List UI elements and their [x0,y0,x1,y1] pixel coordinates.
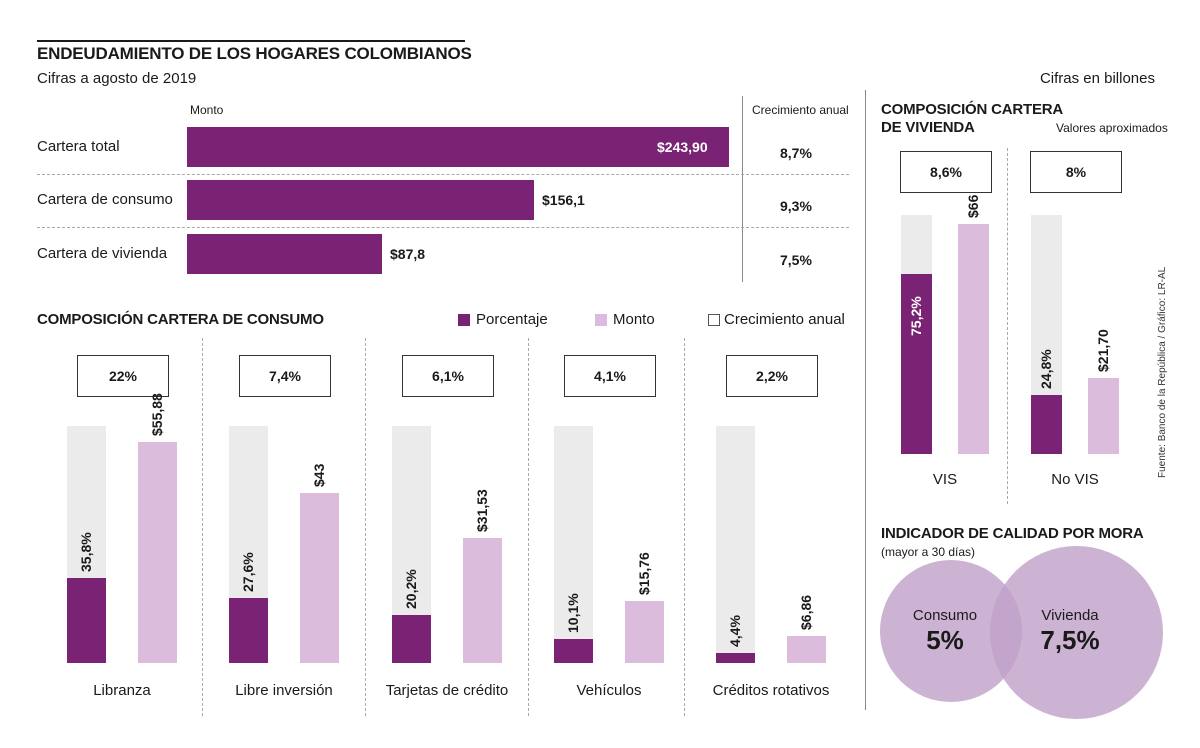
bar-label-porcentaje: 20,2% [402,569,419,609]
growth-header: Crecimiento anual [752,103,849,117]
category-divider [684,338,685,716]
bar-label-porcentaje: 24,8% [1037,349,1054,389]
category-divider [528,338,529,716]
bar-porcentaje [229,598,268,663]
legend-monto: Monto [613,311,655,328]
bar-value-label: $156,1 [542,192,585,208]
vivienda-title: COMPOSICIÓN CARTERA DE VIVIENDA [881,101,1063,136]
venn-value-consumo: 5% [926,625,964,655]
bar-monto [787,636,826,663]
category-label: Vehículos [576,682,642,699]
bar-label-monto: $31,53 [473,489,490,532]
category-label: Libre inversión [235,682,333,699]
category-divider [365,338,366,716]
venn-label-consumo: Consumo [912,607,978,624]
row-divider-1 [37,174,849,175]
bar-monto [138,442,177,663]
vivienda-divider [1007,148,1008,504]
category-label: No VIS [1051,471,1099,488]
growth-box: 4,1% [564,355,656,397]
bar-monto [1088,378,1119,454]
bar-value-label: $243,90 [657,139,708,155]
bar-porcentaje [1031,395,1062,454]
mora-subtitle: (mayor a 30 días) [881,545,976,559]
bar-porcentaje [67,578,106,663]
growth-box: 7,4% [239,355,331,397]
bar-value-label: $87,8 [390,246,426,262]
growth-value: 9,3% [780,198,812,214]
legend-crecimiento: Crecimiento anual [724,311,845,328]
bar-label-porcentaje: 27,6% [239,552,256,592]
title-rule [37,40,465,42]
bar-monto [463,538,502,663]
growth-divider [742,96,743,282]
source-note: Fuente: Banco de la República / Gráfico:… [1157,266,1168,478]
growth-box: 8% [1030,151,1122,193]
bar-label-porcentaje: 4,4% [726,615,743,647]
bar-label-monto: $66 [964,194,981,218]
bar-porcentaje [901,274,932,454]
category-label: Libranza [93,682,151,699]
venn-circle-vivienda [990,546,1163,719]
row-label: Cartera total [37,138,120,155]
chart-subtitle: Cifras a agosto de 2019 [37,70,197,87]
legend-swatch-porcentaje [458,314,470,326]
legend-swatch-monto [595,314,607,326]
growth-track [554,426,593,663]
growth-box: 22% [77,355,169,397]
vivienda-note: Valores aproximados [1056,121,1168,135]
hbar [187,127,729,167]
row-label: Cartera de consumo [37,191,173,208]
monto-header: Monto [190,103,224,117]
units-note: Cifras en billones [1039,70,1155,87]
bar-porcentaje [716,653,755,663]
row-label: Cartera de vivienda [37,245,168,262]
growth-box: 6,1% [402,355,494,397]
venn-label-vivienda: Vivienda [1041,607,1099,624]
consumo-title: COMPOSICIÓN CARTERA DE CONSUMO [37,311,324,328]
category-label: VIS [932,471,958,488]
bar-monto [300,493,339,663]
mora-title: INDICADOR DE CALIDAD POR MORA [881,525,1144,542]
bar-label-porcentaje: 35,8% [77,532,94,572]
category-divider [202,338,203,716]
growth-value: 7,5% [780,252,812,268]
growth-box: 8,6% [900,151,992,193]
bar-label-porcentaje: 75,2% [907,296,924,336]
bar-label-monto: $6,86 [797,594,814,630]
bar-label-monto: $21,70 [1094,329,1111,372]
bar-monto [625,601,664,663]
bar-porcentaje [392,615,431,663]
chart-title: ENDEUDAMIENTO DE LOS HOGARES COLOMBIANOS [37,44,472,63]
right-panel-divider [865,90,866,710]
venn-value-vivienda: 7,5% [1040,625,1100,655]
growth-box: 2,2% [726,355,818,397]
bar-monto [958,224,989,454]
legend-swatch-crecimiento [708,314,720,326]
hbar [187,234,382,274]
category-label: Tarjetas de crédito [385,682,509,699]
row-divider-2 [37,227,849,228]
hbar [187,180,534,220]
legend-porcentaje: Porcentaje [476,311,548,328]
bar-label-monto: $43 [310,463,327,487]
bar-porcentaje [554,639,593,663]
bar-label-monto: $15,76 [635,552,652,595]
growth-track [716,426,755,663]
growth-value: 8,7% [780,145,812,161]
category-label: Créditos rotativos [712,682,830,699]
bar-label-monto: $55,88 [148,393,165,436]
bar-label-porcentaje: 10,1% [564,593,581,633]
